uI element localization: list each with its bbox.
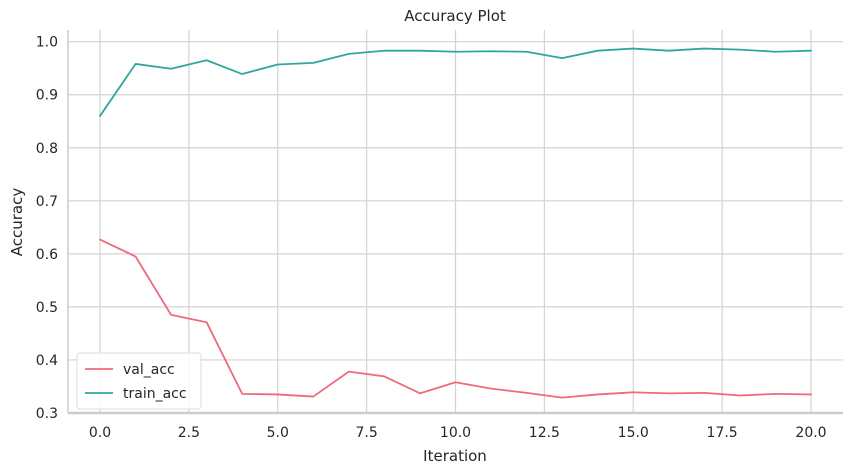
legend-box [76,352,202,410]
y-tick-label: 0.6 [36,247,58,263]
y-tick-label: 0.4 [36,353,58,369]
x-tick-label: 20.0 [795,425,826,441]
y-tick-label: 0.3 [36,406,58,422]
series-lines [99,47,812,399]
grid [68,30,843,414]
series-line-train-acc [99,47,812,117]
y-axis-label: Accuracy [8,188,26,257]
y-tick-label: 1.0 [36,35,58,51]
x-tick-label: 0.0 [89,425,111,441]
legend-label: train_acc [123,386,187,402]
x-tick-label: 2.5 [178,425,200,441]
x-tick-label: 15.0 [618,425,649,441]
x-tick-label: 12.5 [529,425,560,441]
axes [67,30,843,415]
y-tick-label: 0.8 [36,141,58,157]
x-tick-label: 7.5 [355,425,377,441]
legend: val_acc train_acc [76,352,202,410]
y-tick-label: 0.7 [36,194,58,210]
x-tick-labels: 0.0 2.5 5.0 7.5 10.0 12.5 15.0 17.5 20.0 [89,425,827,441]
x-tick-label: 5.0 [267,425,289,441]
y-tick-labels: 0.3 0.4 0.5 0.6 0.7 0.8 0.9 1.0 [36,35,58,422]
x-axis-label: Iteration [423,447,487,465]
y-tick-label: 0.5 [36,300,58,316]
x-tick-label: 17.5 [707,425,738,441]
y-tick-label: 0.9 [36,88,58,104]
chart-title: Accuracy Plot [404,7,506,25]
legend-label: val_acc [123,362,175,378]
series-line-val-acc [99,238,812,399]
x-tick-label: 10.0 [440,425,471,441]
